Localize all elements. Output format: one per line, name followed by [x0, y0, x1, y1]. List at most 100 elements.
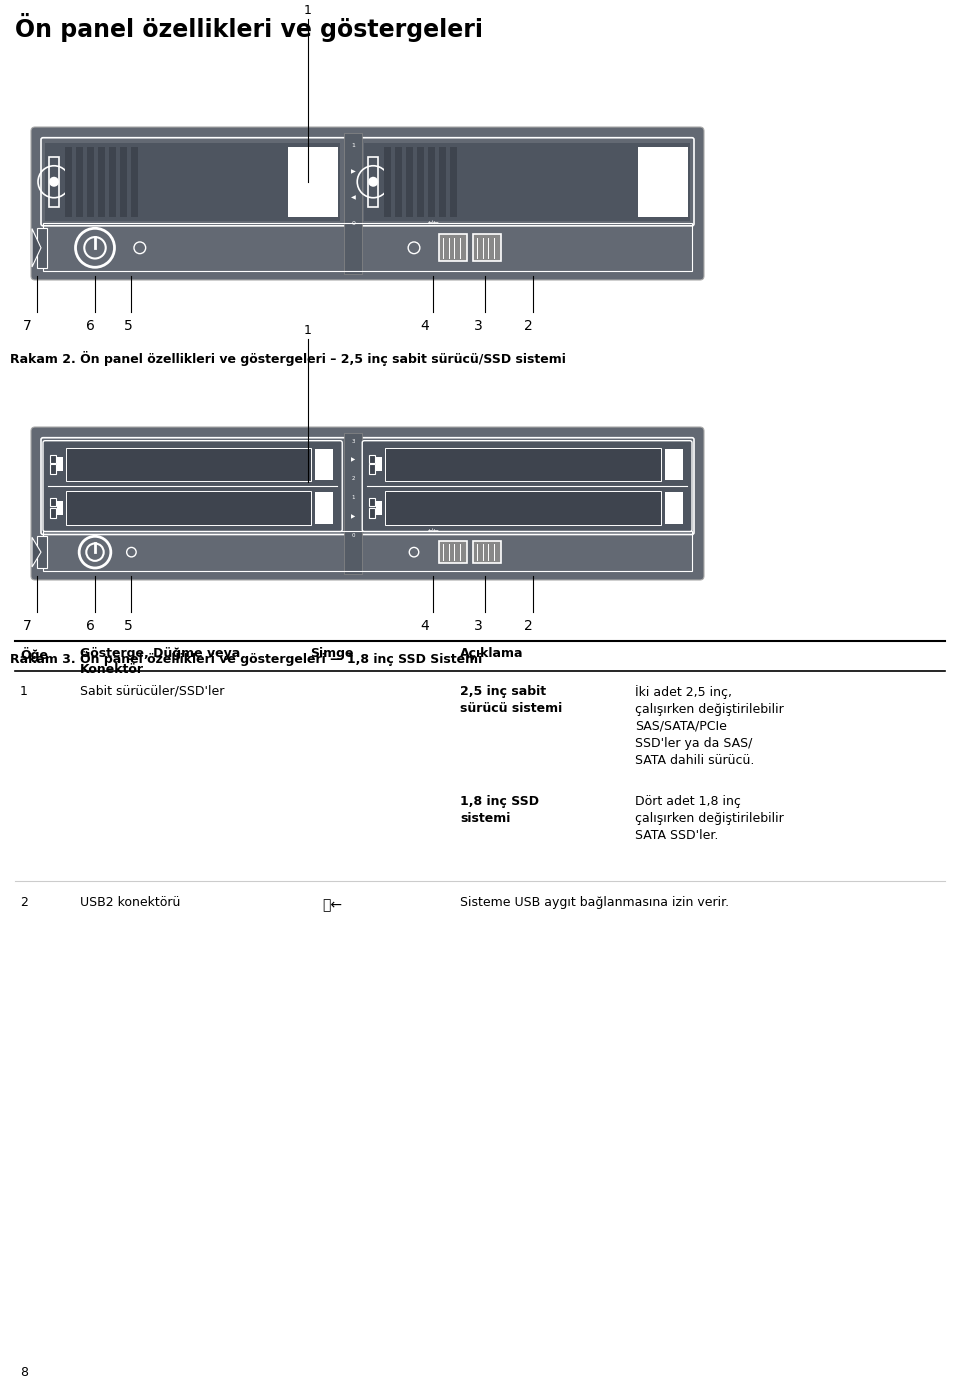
Bar	[288, 146, 338, 217]
Bar	[37, 537, 47, 568]
FancyBboxPatch shape	[43, 441, 342, 531]
Text: ↵←: ↵←	[428, 527, 440, 533]
Bar	[450, 146, 457, 217]
Bar	[98, 146, 105, 217]
Bar	[439, 541, 467, 563]
Bar	[66, 448, 311, 481]
Text: 8: 8	[20, 1366, 28, 1378]
Bar	[50, 455, 56, 463]
Bar	[369, 157, 378, 207]
Bar	[87, 146, 94, 217]
Bar	[131, 146, 138, 217]
Text: 1: 1	[303, 324, 312, 337]
FancyBboxPatch shape	[362, 441, 692, 531]
Bar	[315, 449, 333, 480]
Bar	[66, 491, 311, 524]
Bar	[370, 455, 375, 463]
Polygon shape	[32, 228, 41, 267]
Bar	[57, 458, 63, 472]
Bar	[50, 508, 56, 517]
Text: 3: 3	[351, 438, 355, 444]
Text: 3: 3	[473, 319, 482, 332]
Circle shape	[49, 177, 59, 186]
Bar	[345, 433, 362, 574]
Text: 1: 1	[303, 4, 312, 17]
Text: 2,5 inç sabit
sürücü sistemi: 2,5 inç sabit sürücü sistemi	[460, 684, 563, 715]
Text: Gösterge, Düğme veya
Konektör: Gösterge, Düğme veya Konektör	[80, 647, 240, 676]
Bar	[406, 146, 413, 217]
Bar	[473, 234, 501, 262]
Text: Simge: Simge	[310, 647, 353, 659]
Text: Sabit sürücüler/SSD'ler: Sabit sürücüler/SSD'ler	[80, 684, 225, 698]
Bar	[385, 448, 661, 481]
Text: 1: 1	[351, 495, 355, 501]
Bar	[665, 449, 683, 480]
Circle shape	[369, 177, 378, 186]
FancyBboxPatch shape	[31, 427, 704, 580]
Bar	[385, 491, 661, 524]
Bar	[50, 465, 56, 474]
Text: 2: 2	[523, 619, 533, 633]
Text: 2: 2	[351, 476, 355, 481]
Bar	[440, 146, 446, 217]
Text: ▶: ▶	[351, 458, 355, 462]
Text: Sisteme USB aygıt bağlanmasına izin verir.: Sisteme USB aygıt bağlanmasına izin veri…	[460, 896, 730, 908]
Text: ▶: ▶	[350, 170, 355, 174]
Text: 5: 5	[124, 619, 132, 633]
Text: Dört adet 1,8 inç
çalışırken değiştirilebilir
SATA SSD'ler.: Dört adet 1,8 inç çalışırken değiştirile…	[635, 796, 783, 842]
Bar	[370, 498, 375, 506]
Bar	[638, 146, 688, 217]
Text: 2: 2	[20, 896, 28, 908]
Text: Açıklama: Açıklama	[460, 647, 523, 659]
Bar	[473, 541, 501, 563]
Bar	[120, 146, 127, 217]
Text: 3: 3	[473, 619, 482, 633]
Bar	[37, 228, 47, 268]
Text: 1,8 inç SSD
sistemi: 1,8 inç SSD sistemi	[460, 796, 539, 825]
Bar	[65, 146, 72, 217]
Bar	[370, 465, 375, 474]
Text: Ön panel özellikleri ve göstergeleri: Ön panel özellikleri ve göstergeleri	[15, 13, 483, 42]
Text: 1: 1	[20, 684, 28, 698]
Bar	[43, 223, 692, 271]
Bar	[49, 157, 59, 207]
Bar	[428, 146, 435, 217]
Text: 0: 0	[351, 221, 355, 227]
Text: 7: 7	[23, 319, 32, 332]
Bar	[315, 492, 333, 523]
Text: ◀: ◀	[350, 195, 355, 200]
Text: USB2 konektörü: USB2 konektörü	[80, 896, 180, 908]
Text: 4: 4	[420, 319, 429, 332]
Bar	[370, 508, 375, 517]
Bar	[364, 143, 690, 221]
Polygon shape	[32, 537, 41, 568]
Text: Öğe: Öğe	[20, 647, 48, 662]
Text: 4: 4	[420, 619, 429, 633]
Text: 0: 0	[351, 533, 355, 538]
Text: İki adet 2,5 inç,
çalışırken değiştirilebilir
SAS/SATA/PCIe
SSD'ler ya da SAS/
S: İki adet 2,5 inç, çalışırken değiştirile…	[635, 684, 783, 766]
Text: 7: 7	[23, 619, 32, 633]
Bar	[43, 531, 692, 570]
Bar	[109, 146, 116, 217]
Text: 5: 5	[124, 319, 132, 332]
Bar	[45, 143, 340, 221]
Bar	[439, 234, 467, 262]
Text: 6: 6	[85, 319, 94, 332]
Text: 1: 1	[351, 143, 355, 147]
FancyBboxPatch shape	[31, 127, 704, 280]
Text: 6: 6	[85, 619, 94, 633]
Bar	[76, 146, 83, 217]
Bar	[57, 501, 63, 515]
Bar	[376, 501, 382, 515]
Text: ⭘←: ⭘←	[322, 899, 342, 912]
Bar	[396, 146, 402, 217]
Bar	[376, 458, 382, 472]
Text: Rakam 2. Ön panel özellikleri ve göstergeleri – 2,5 inç sabit sürücü/SSD sistemi: Rakam 2. Ön panel özellikleri ve gösterg…	[10, 351, 565, 366]
Bar	[665, 492, 683, 523]
Bar	[345, 134, 362, 274]
Bar	[418, 146, 424, 217]
Text: 2: 2	[523, 319, 533, 332]
Text: Rakam 3. Ön panel özellikleri ve göstergeleri — 1,8 inç SSD Sistemi: Rakam 3. Ön panel özellikleri ve gösterg…	[10, 651, 482, 666]
Bar	[50, 498, 56, 506]
Text: ▶: ▶	[351, 515, 355, 519]
